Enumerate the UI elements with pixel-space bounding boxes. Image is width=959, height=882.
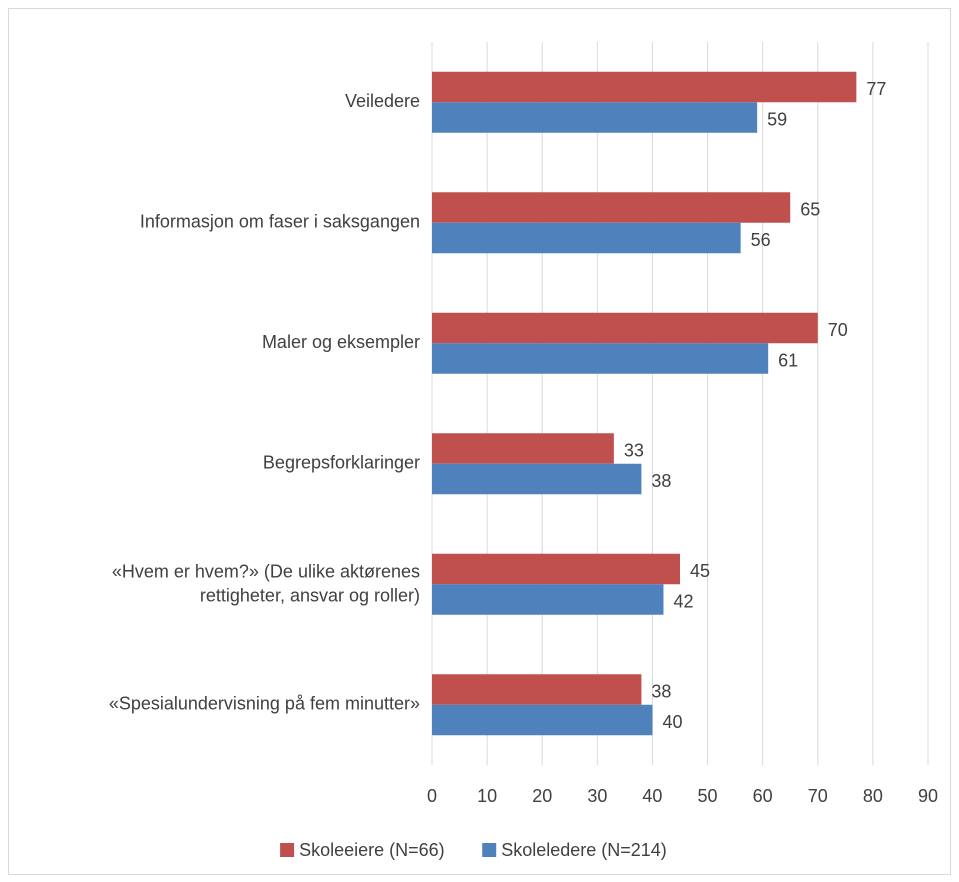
data-label: 59 — [767, 109, 787, 129]
data-label: 40 — [662, 712, 682, 732]
bar — [432, 553, 680, 585]
bar — [432, 102, 758, 133]
legend-swatch — [280, 843, 295, 857]
data-label: 65 — [800, 199, 820, 219]
legend-label: Skoleledere (N=214) — [501, 840, 667, 860]
y-tick-label: Maler og eksempler — [262, 332, 420, 352]
data-label: 61 — [778, 350, 798, 370]
x-tick-label: 80 — [863, 786, 883, 806]
bar — [432, 463, 642, 495]
y-tick-label: «Spesialundervisning på fem minutter» — [109, 694, 420, 714]
x-tick-label: 40 — [642, 786, 662, 806]
y-tick-label: Informasjon om faser i saksgangen — [140, 212, 420, 232]
bar — [432, 312, 818, 344]
y-tick-label: Veiledere — [345, 91, 420, 111]
data-label: 38 — [651, 681, 671, 701]
legend-swatch — [482, 843, 497, 857]
bar — [432, 674, 642, 705]
bar — [432, 704, 653, 736]
x-tick-label: 90 — [918, 786, 938, 806]
bar — [432, 584, 664, 615]
bar — [432, 433, 614, 464]
legend-label: Skoleeiere (N=66) — [299, 840, 445, 860]
data-label: 33 — [624, 440, 644, 460]
data-label: 38 — [651, 471, 671, 491]
x-tick-label: 70 — [808, 786, 828, 806]
x-tick-label: 10 — [477, 786, 497, 806]
bar — [432, 343, 769, 374]
x-tick-label: 0 — [427, 786, 437, 806]
bar — [432, 222, 741, 254]
data-label: 77 — [866, 79, 886, 99]
x-tick-label: 60 — [753, 786, 773, 806]
y-tick-label: Begrepsforklaringer — [263, 453, 420, 473]
x-tick-label: 20 — [532, 786, 552, 806]
x-tick-label: 30 — [587, 786, 607, 806]
x-tick-label: 50 — [698, 786, 718, 806]
bar — [432, 71, 857, 103]
bar — [432, 192, 791, 223]
y-tick-label: «Hvem er hvem?» (De ulike aktørenes retti… — [112, 561, 420, 605]
data-label: 70 — [828, 320, 848, 340]
data-label: 42 — [673, 591, 693, 611]
data-label: 56 — [751, 230, 771, 250]
data-label: 45 — [690, 561, 710, 581]
